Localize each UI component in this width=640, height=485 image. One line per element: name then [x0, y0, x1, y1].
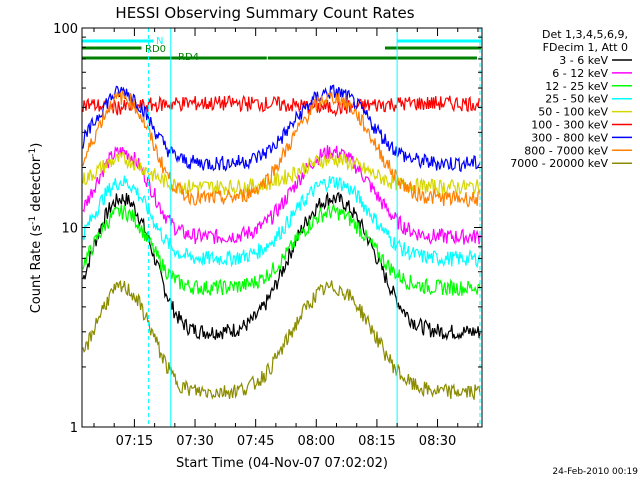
timestamp: 24-Feb-2010 00:19 [552, 467, 638, 477]
y-axis-label: Count Rate (s-1 detector-1) [28, 143, 44, 314]
legend-label: 800 - 7000 keV [524, 144, 608, 157]
x-tick-label: 07:45 [237, 434, 274, 449]
legend-label: 6 - 12 keV [552, 67, 608, 80]
y-tick-label: 100 [53, 22, 78, 37]
legend-label: 25 - 50 keV [545, 93, 608, 106]
legend-header-line-2: FDecim 1, Att 0 [543, 41, 628, 54]
legend-label: 7000 - 20000 keV [510, 157, 608, 170]
series-line-3 [82, 175, 481, 269]
x-tick-label: 08:15 [358, 434, 395, 449]
legend-label: 12 - 25 keV [545, 80, 608, 93]
x-tick-label: 08:00 [298, 434, 335, 449]
x-tick-label: 07:15 [116, 434, 153, 449]
series-line-6 [82, 84, 481, 173]
y-tick-label: 10 [61, 222, 78, 237]
x-tick-label: 08:30 [419, 434, 456, 449]
series-line-8 [82, 279, 481, 400]
y-tick-label: 1 [70, 421, 78, 436]
series-line-5 [82, 94, 481, 118]
chart-title: HESSI Observing Summary Count Rates [115, 4, 414, 22]
legend-label: 300 - 800 keV [531, 131, 608, 144]
legend-label: 100 - 300 keV [531, 119, 608, 132]
flag-rd4-label: RD4 [178, 52, 199, 63]
series-traces [82, 84, 481, 400]
axes: 07:15 07:30 07:45 08:00 08:15 08:30 1 10 100 [53, 22, 482, 449]
legend-header-line-1: Det 1,3,4,5,6,9, [542, 28, 628, 41]
x-tick-label: 07:30 [176, 434, 213, 449]
flag-rd0-label: RD0 [145, 44, 166, 55]
series-line-1 [82, 145, 481, 246]
legend-label: 50 - 100 keV [538, 106, 608, 119]
x-axis-label: Start Time (04-Nov-07 07:02:02) [176, 456, 388, 471]
series-line-0 [82, 191, 481, 341]
series-line-2 [82, 202, 481, 297]
legend-label: 3 - 6 keV [559, 54, 608, 67]
flag-n-label: N [156, 36, 163, 47]
legend: Det 1,3,4,5,6,9, FDecim 1, Att 0 3 - 6 k… [510, 28, 632, 170]
series-line-7 [82, 90, 481, 208]
